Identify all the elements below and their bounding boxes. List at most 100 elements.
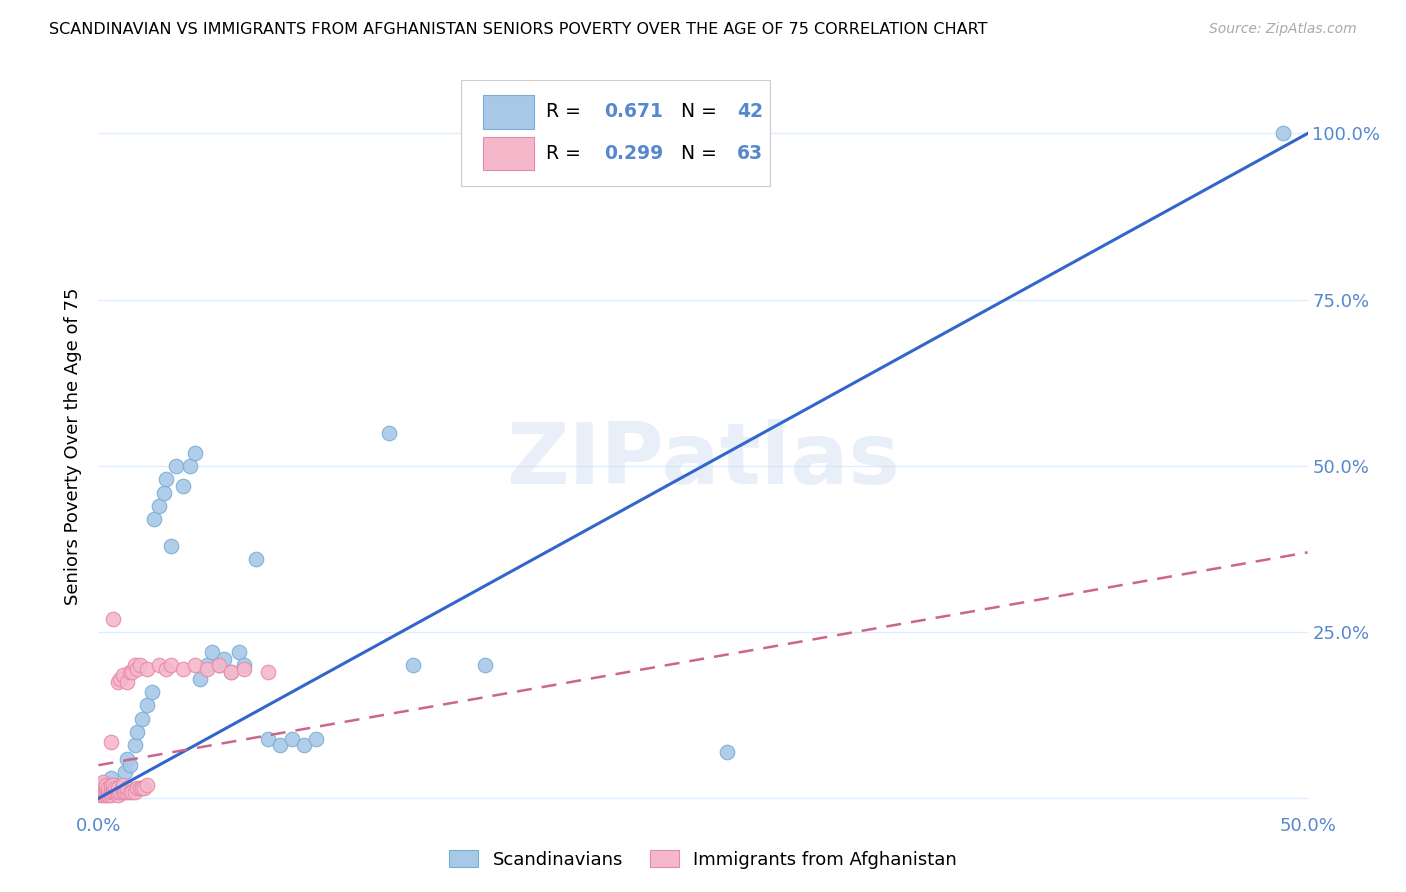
Point: [135, 778, 157, 792]
Point: [104, 781, 127, 796]
Point: [208, 658, 231, 673]
Point: [269, 738, 291, 752]
Point: [155, 472, 177, 486]
Point: [155, 662, 177, 676]
Point: [111, 781, 134, 796]
Point: [402, 658, 425, 673]
Point: [281, 731, 304, 746]
Point: [97, 785, 120, 799]
Point: [108, 785, 131, 799]
Point: [91, 778, 114, 792]
Point: [101, 778, 124, 792]
Point: [91, 788, 114, 802]
Point: [228, 645, 250, 659]
Point: [208, 658, 231, 673]
Point: [127, 662, 149, 676]
Point: [101, 612, 124, 626]
Text: ZIPatlas: ZIPatlas: [506, 419, 900, 502]
Point: [121, 665, 143, 679]
Text: R =: R =: [546, 144, 586, 163]
Point: [256, 731, 278, 746]
Point: [114, 764, 136, 779]
Point: [148, 658, 170, 673]
Point: [201, 645, 224, 659]
Point: [141, 685, 163, 699]
Text: 42: 42: [737, 103, 763, 121]
Point: [474, 658, 496, 673]
Point: [100, 778, 122, 792]
Point: [111, 785, 134, 799]
Point: [135, 698, 157, 713]
Point: [111, 778, 134, 792]
Point: [111, 668, 134, 682]
Point: [107, 788, 129, 802]
Point: [134, 781, 156, 796]
Point: [108, 785, 131, 799]
Point: [128, 658, 150, 673]
Point: [131, 781, 153, 796]
Point: [107, 785, 129, 799]
Text: R =: R =: [546, 103, 586, 121]
Point: [117, 781, 139, 796]
Text: 63: 63: [737, 144, 763, 163]
Point: [232, 658, 254, 673]
Point: [245, 552, 267, 566]
Point: [90, 778, 112, 792]
Point: [107, 781, 129, 796]
Point: [124, 738, 146, 752]
Point: [114, 785, 136, 799]
Point: [101, 781, 124, 796]
Point: [1272, 127, 1295, 141]
Point: [101, 785, 124, 799]
Point: [108, 672, 131, 686]
Point: [377, 425, 399, 440]
Point: [90, 788, 112, 802]
FancyBboxPatch shape: [482, 95, 534, 128]
Point: [160, 658, 183, 673]
Legend: Scandinavians, Immigrants from Afghanistan: Scandinavians, Immigrants from Afghanist…: [444, 845, 962, 874]
Point: [172, 662, 194, 676]
Point: [90, 785, 112, 799]
Point: [94, 778, 117, 792]
Text: 0.671: 0.671: [603, 103, 662, 121]
Y-axis label: Seniors Poverty Over the Age of 75: Seniors Poverty Over the Age of 75: [65, 287, 83, 605]
Point: [172, 479, 194, 493]
Point: [148, 499, 170, 513]
Point: [118, 665, 141, 679]
Point: [91, 781, 114, 796]
Point: [117, 785, 139, 799]
Point: [107, 675, 129, 690]
Point: [127, 725, 149, 739]
Point: [104, 785, 127, 799]
Point: [152, 485, 174, 500]
Point: [91, 778, 114, 792]
Point: [124, 658, 146, 673]
Point: [94, 788, 117, 802]
Point: [188, 672, 211, 686]
FancyBboxPatch shape: [482, 136, 534, 170]
Point: [91, 774, 114, 789]
Point: [305, 731, 328, 746]
Text: SCANDINAVIAN VS IMMIGRANTS FROM AFGHANISTAN SENIORS POVERTY OVER THE AGE OF 75 C: SCANDINAVIAN VS IMMIGRANTS FROM AFGHANIS…: [49, 22, 987, 37]
Point: [160, 539, 183, 553]
Point: [97, 788, 120, 802]
Text: N =: N =: [682, 103, 723, 121]
Point: [118, 785, 141, 799]
Point: [232, 662, 254, 676]
Point: [135, 662, 157, 676]
Point: [124, 785, 146, 799]
Text: N =: N =: [682, 144, 723, 163]
Point: [195, 662, 218, 676]
Point: [292, 738, 315, 752]
Point: [91, 785, 114, 799]
Point: [221, 665, 243, 679]
Point: [97, 781, 120, 796]
Point: [143, 512, 166, 526]
Point: [212, 652, 235, 666]
Point: [256, 665, 278, 679]
Text: Source: ZipAtlas.com: Source: ZipAtlas.com: [1209, 22, 1357, 37]
Point: [221, 665, 243, 679]
Point: [94, 785, 117, 799]
FancyBboxPatch shape: [461, 80, 769, 186]
Point: [121, 785, 143, 799]
